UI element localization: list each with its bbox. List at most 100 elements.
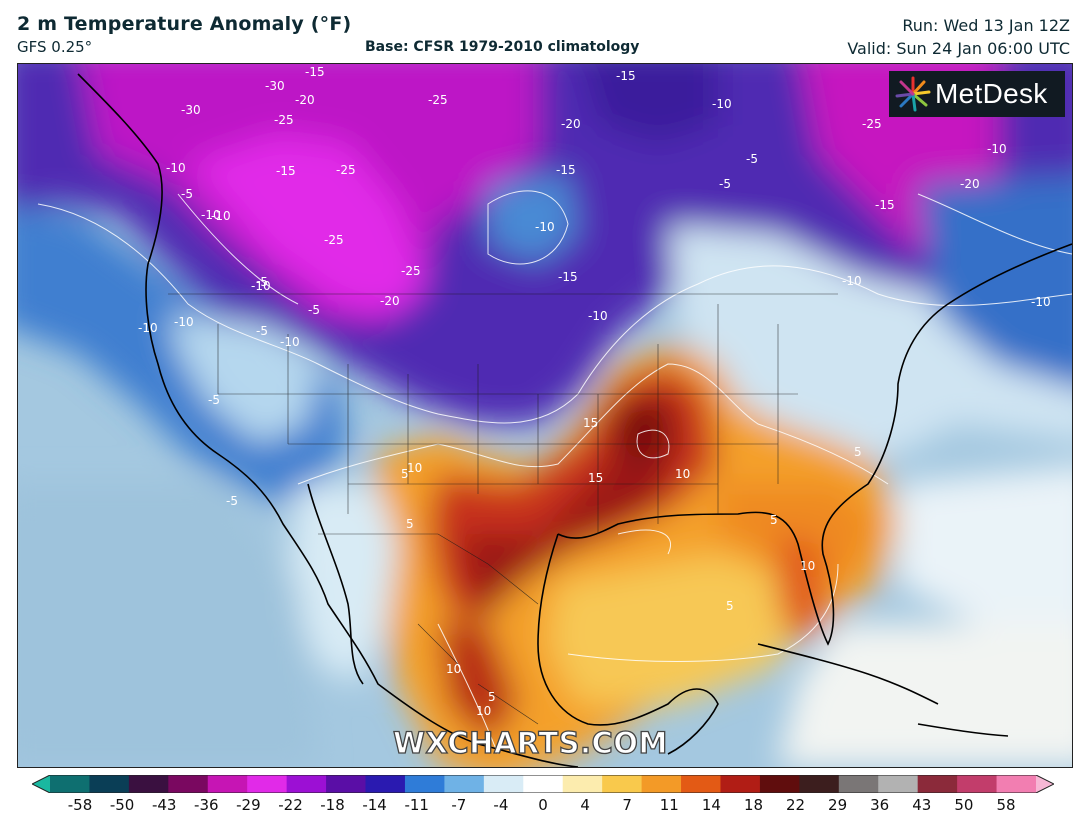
watermark: WXCHARTS.COM	[392, 725, 668, 760]
colorbar-min-extension	[32, 775, 50, 793]
contour-label: 5	[406, 517, 414, 531]
colorbar-tick-label: 50	[954, 796, 974, 814]
colorbar-tick-label: -11	[404, 796, 429, 814]
contour-label: -10	[987, 142, 1007, 156]
colorbar-tick-label: -7	[451, 796, 467, 814]
contour-label: -15	[875, 198, 895, 212]
colorbar-segment	[759, 775, 800, 793]
contour-label: -10	[211, 209, 231, 223]
contour-label: -25	[274, 113, 294, 127]
colorbar-segment	[917, 775, 958, 793]
contour-label: -10	[201, 208, 221, 222]
colorbar-tick-label: 36	[870, 796, 890, 814]
contour-label: 5	[488, 690, 496, 704]
colorbar-segment	[247, 775, 288, 793]
colorbar-tick-label: -4	[493, 796, 509, 814]
colorbar-segment	[404, 775, 445, 793]
anomaly-map: -30 -30 -15 -20 -25 -25 -20 -15 -10 -10 …	[17, 63, 1073, 768]
contour-label: -5	[308, 303, 320, 317]
contour-label: -25	[862, 117, 882, 131]
model-label: GFS 0.25°	[17, 38, 93, 56]
colorbar-tick-label: -18	[320, 796, 345, 814]
colorbar-tick-label: 22	[785, 796, 806, 814]
contour-label: 5	[854, 445, 862, 459]
contour-label: -10	[280, 335, 300, 349]
contour-label: 10	[800, 559, 815, 573]
contour-label: -5	[181, 187, 193, 201]
colorbar-tick-label: 7	[622, 796, 632, 814]
colorbar-segments	[32, 775, 1054, 793]
contour-label: -5	[226, 494, 238, 508]
colorbar-segment	[523, 775, 564, 793]
contour-label: -10	[712, 97, 732, 111]
contour-label-group: -30 -30 -15 -20 -25 -25 -20 -15 -10 -10 …	[138, 65, 1051, 718]
colorbar-tick-label: -14	[362, 796, 387, 814]
colorbar-segment	[207, 775, 248, 793]
contour-label: -25	[324, 233, 344, 247]
colorbar-segment	[128, 775, 169, 793]
contour-label: -5	[256, 324, 268, 338]
contour-label: -5	[256, 275, 268, 289]
colorbar-tick-label: -58	[67, 796, 93, 814]
colorbar-segment	[562, 775, 603, 793]
colorbar-segment	[957, 775, 998, 793]
contour-label: 10	[476, 704, 491, 718]
contour-label: -5	[719, 177, 731, 191]
colorbar-max-extension	[1036, 775, 1054, 793]
contour-label: -25	[336, 163, 356, 177]
contour-label: 5	[770, 513, 778, 527]
contour-label: 10	[675, 467, 690, 481]
contour-label: -10	[174, 315, 194, 329]
contour-label: -5	[208, 393, 220, 407]
logo-text: MetDesk	[935, 78, 1048, 109]
contour-label: -20	[295, 93, 315, 107]
contour-label: -10	[138, 321, 158, 335]
colorbar	[32, 775, 1054, 793]
contour-label: -10	[251, 279, 271, 293]
contour-label: 15	[588, 471, 603, 485]
colorbar-tick-label: -29	[236, 796, 261, 814]
contour-label: 10	[407, 461, 422, 475]
contour-label: -25	[428, 93, 448, 107]
contour-label: -15	[276, 164, 296, 178]
colorbar-tick-label: 0	[538, 796, 548, 814]
contour-label: -30	[265, 79, 285, 93]
colorbar-segment	[483, 775, 524, 793]
contour-label: -10	[588, 309, 608, 323]
colorbar-tick-label: 43	[912, 796, 932, 814]
colorbar-tick-label: 14	[701, 796, 721, 814]
colorbar-segment	[326, 775, 367, 793]
colorbar-segment	[89, 775, 130, 793]
colorbar-tick-label: -36	[194, 796, 219, 814]
colorbar-tick-label: 18	[743, 796, 764, 814]
map-title: 2 m Temperature Anomaly (°F)	[17, 13, 352, 35]
colorbar-segment	[50, 775, 91, 793]
contour-label: -30	[181, 103, 201, 117]
anomaly-field	[18, 64, 1072, 767]
colorbar-tick-labels: -58 -50 -43 -36 -29 -22 -18 -14 -11 -7 -4 0 4 7 11 14 18…	[0, 796, 1076, 818]
colorbar-segment	[799, 775, 840, 793]
colorbar-tick-label: 4	[580, 796, 590, 814]
colorbar-segment	[996, 775, 1037, 793]
contour-label: 10	[446, 662, 461, 676]
political-borders	[168, 293, 838, 725]
contour-label: 5	[401, 467, 409, 481]
contour-label: -20	[561, 117, 581, 131]
climatology-base-label: Base: CFSR 1979-2010 climatology	[365, 39, 640, 55]
colorbar-tick-label: -22	[278, 796, 303, 814]
metdesk-burst-icon	[895, 76, 931, 112]
contour-label: 5	[726, 599, 734, 613]
contour-label: -5	[746, 152, 758, 166]
colorbar-segment	[641, 775, 682, 793]
contour-label: -10	[166, 161, 186, 175]
colorbar-segment	[286, 775, 327, 793]
contour-label: -20	[960, 177, 980, 191]
contour-label: -15	[556, 163, 576, 177]
chart-header: 2 m Temperature Anomaly (°F) GFS 0.25° B…	[0, 0, 1076, 62]
colorbar-segment	[681, 775, 722, 793]
colorbar-tick-label: -43	[151, 796, 177, 814]
contour-label: -15	[305, 65, 325, 79]
contour-label: -15	[558, 270, 578, 284]
contour-label: -25	[401, 264, 421, 278]
contour-label: -10	[1031, 295, 1051, 309]
